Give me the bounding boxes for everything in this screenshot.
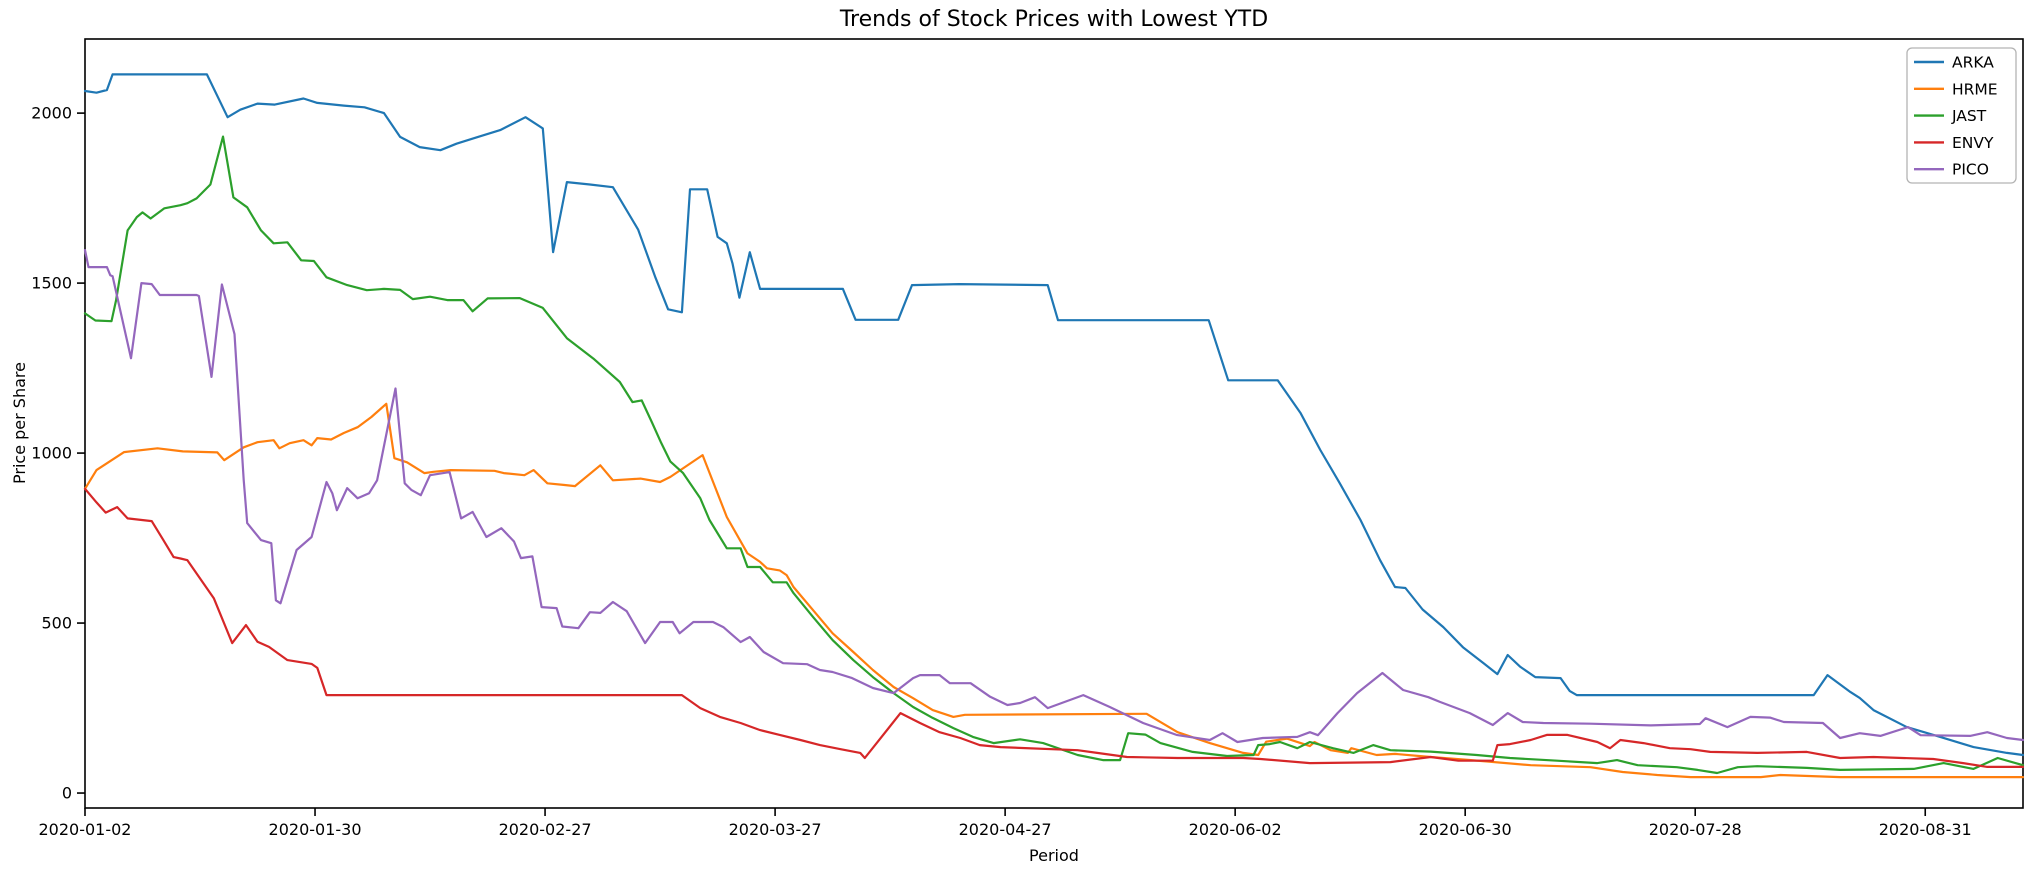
legend-label-ENVY: ENVY (1952, 134, 1994, 152)
y-axis-label: Price per Share (10, 362, 29, 484)
y-tick-label: 1000 (31, 444, 72, 463)
series-line-PICO (83, 249, 2025, 744)
y-tick-label: 0 (62, 784, 72, 803)
legend-box (1906, 47, 2017, 184)
y-tick-label: 500 (41, 614, 72, 633)
legend-label-JAST: JAST (1951, 107, 1987, 125)
y-tick-label: 2000 (31, 104, 72, 123)
legend-label-ARKA: ARKA (1952, 54, 1994, 72)
plot-frame (84, 38, 2024, 809)
legend-label-HRME: HRME (1952, 80, 1998, 98)
series-line-HRME (83, 402, 2025, 779)
x-tick-label: 2020-01-02 (39, 820, 132, 839)
x-tick-label: 2020-04-27 (959, 820, 1052, 839)
x-tick-label: 2020-06-30 (1419, 820, 1512, 839)
chart-title: Trends of Stock Prices with Lowest YTD (839, 7, 1268, 32)
x-tick-label: 2020-06-02 (1189, 820, 1282, 839)
series-line-ENVY (83, 487, 2025, 769)
x-tick-label: 2020-03-27 (729, 820, 822, 839)
x-axis-label: Period (1029, 846, 1079, 865)
series-line-ARKA (83, 73, 2025, 757)
series-line-JAST (83, 135, 2025, 775)
x-tick-label: 2020-08-31 (1879, 820, 1972, 839)
x-tick-label: 2020-02-27 (499, 820, 592, 839)
x-tick-label: 2020-07-28 (1649, 820, 1742, 839)
x-tick-label: 2020-01-30 (269, 820, 362, 839)
y-tick-label: 1500 (31, 274, 72, 293)
legend-label-PICO: PICO (1952, 161, 1989, 179)
